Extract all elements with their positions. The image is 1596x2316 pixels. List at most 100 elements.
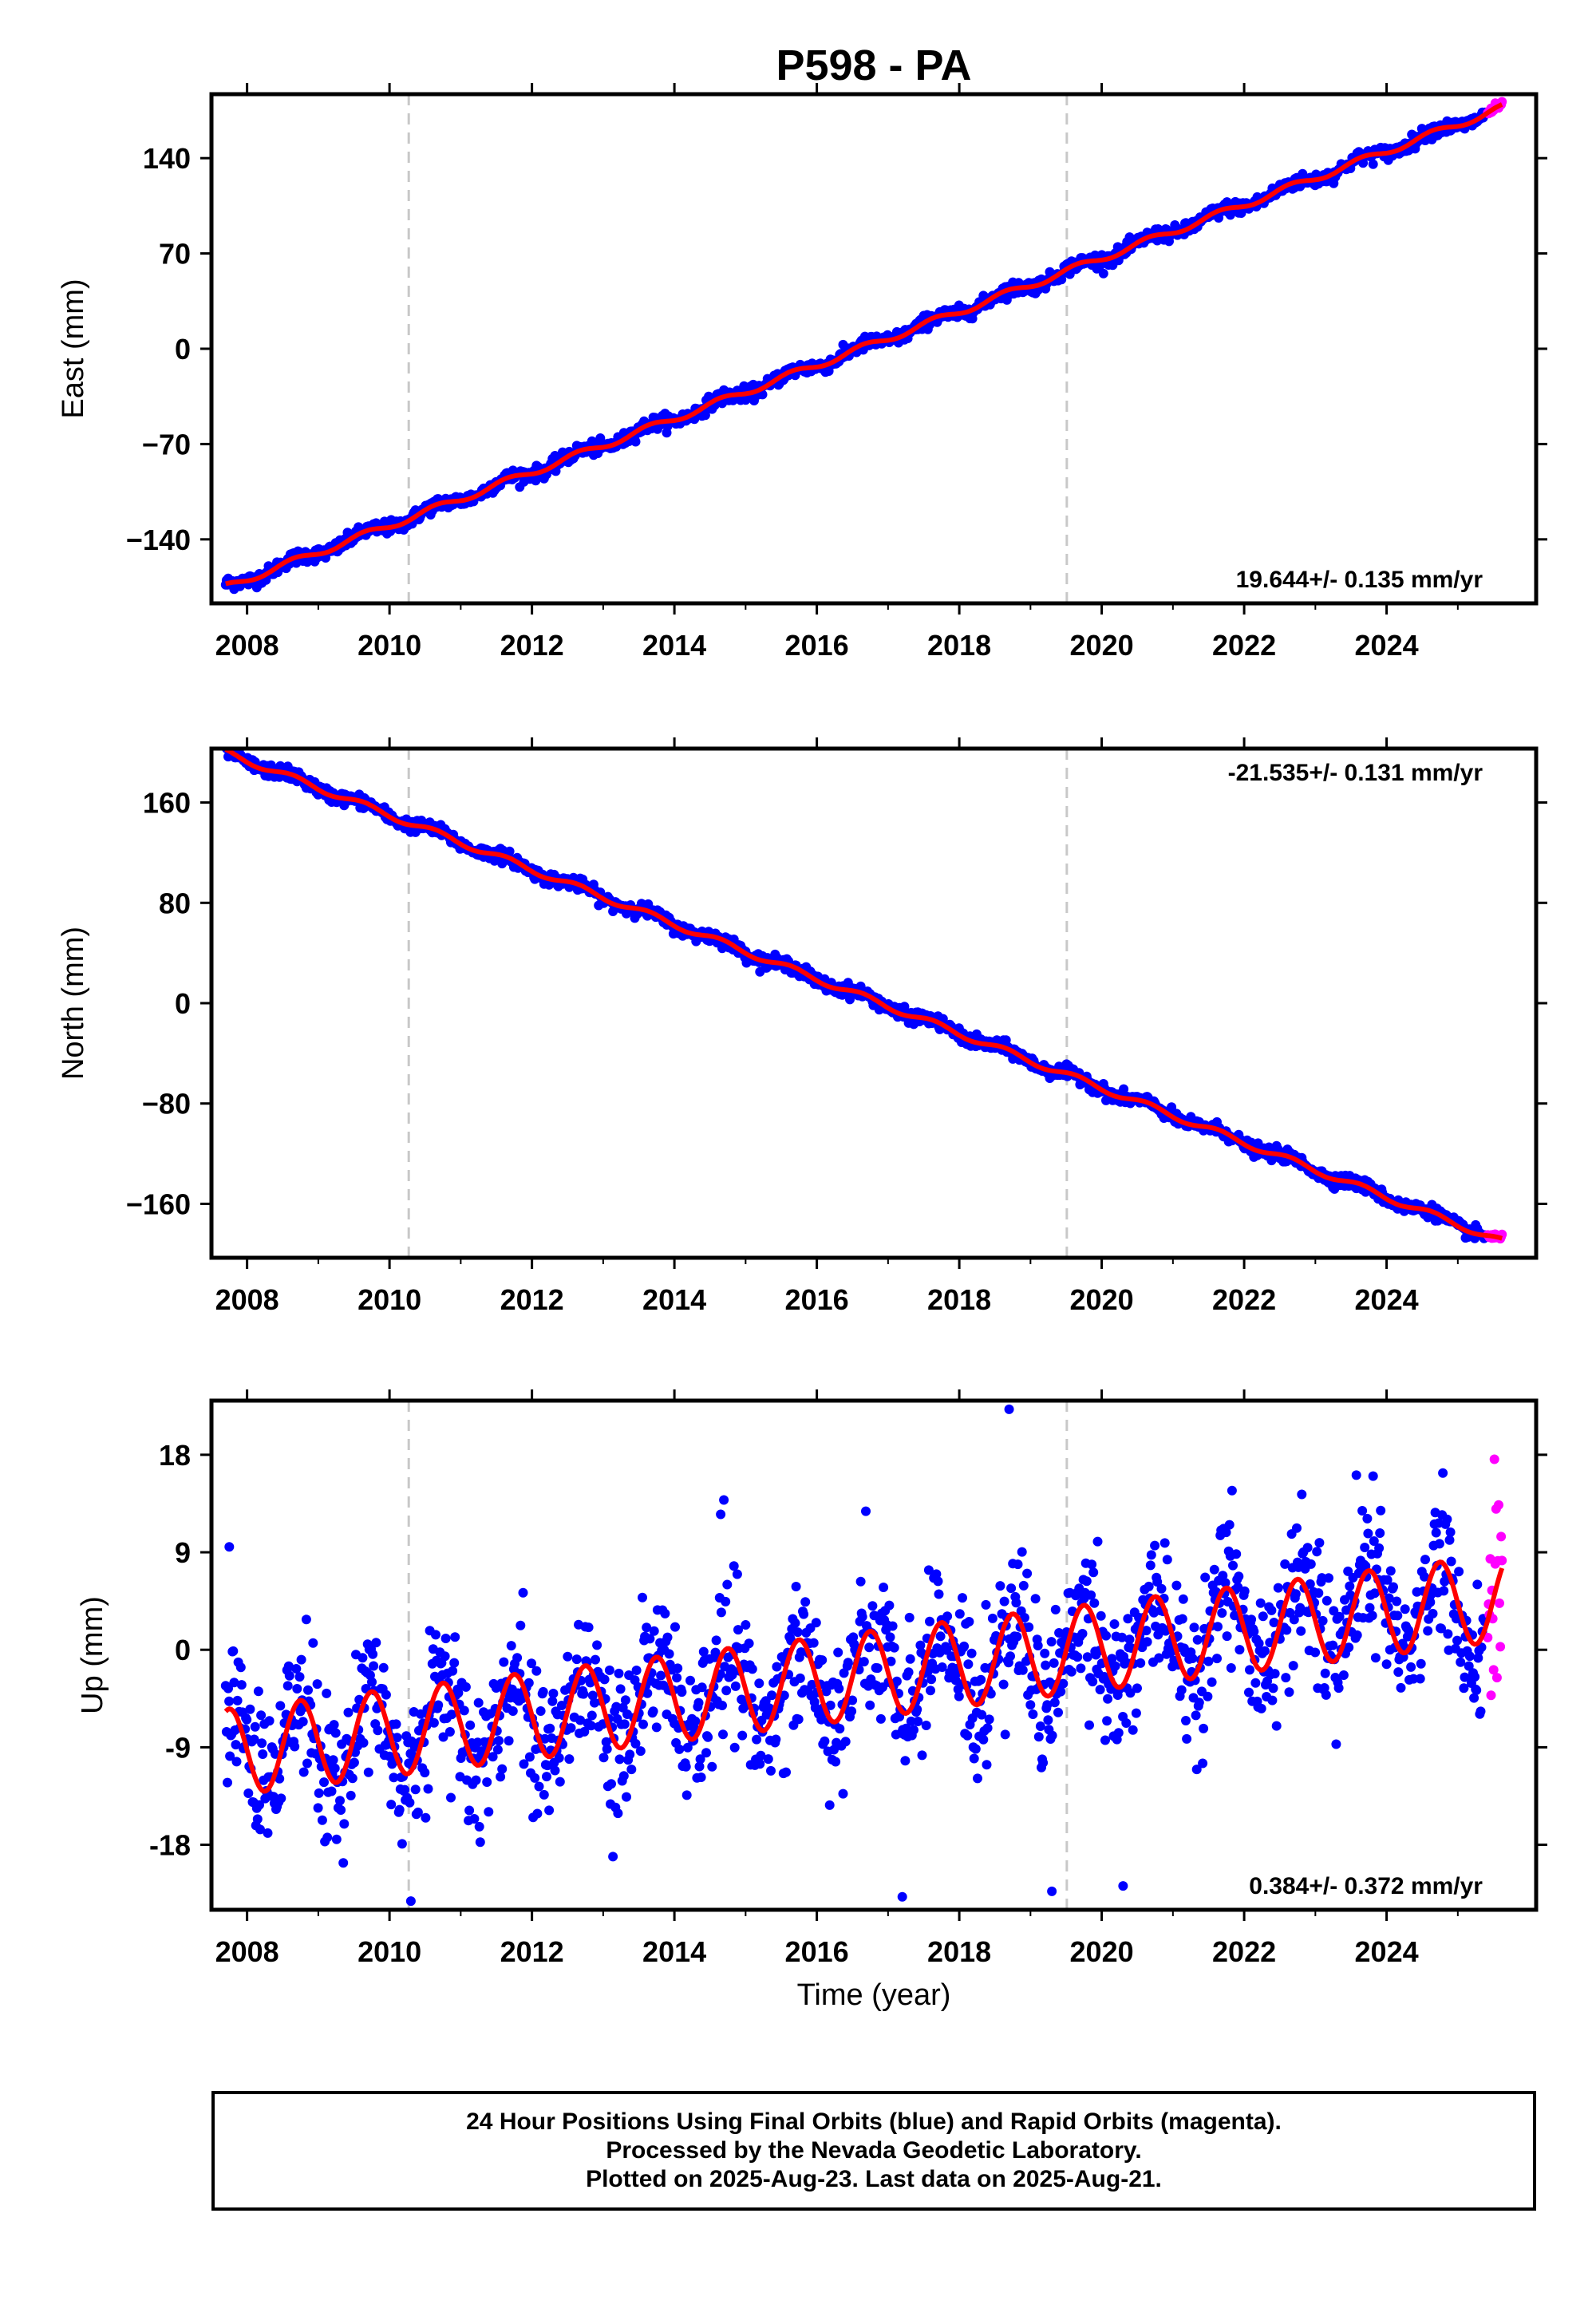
up-point (294, 1672, 305, 1682)
north-point (221, 738, 231, 748)
up-point (626, 1765, 637, 1775)
up-point (224, 1696, 235, 1706)
up-point (413, 1807, 423, 1817)
up-point (326, 1786, 337, 1796)
up-point (962, 1730, 973, 1741)
up-point (563, 1651, 573, 1662)
up-point (619, 1719, 630, 1729)
up-point (645, 1634, 655, 1644)
up-point (1092, 1536, 1103, 1547)
up-point (791, 1582, 801, 1591)
up-point (423, 1784, 433, 1794)
up-point (550, 1765, 560, 1776)
up-point (1096, 1611, 1106, 1621)
up-point (497, 1764, 508, 1774)
up-point (371, 1638, 381, 1648)
up-point (1472, 1685, 1482, 1695)
east-x-tick-label: 2018 (927, 629, 991, 662)
up-point (986, 1689, 996, 1699)
up-point (416, 1709, 426, 1719)
up-point (338, 1858, 349, 1868)
up-point (1088, 1567, 1099, 1578)
up-point (656, 1670, 666, 1681)
panel-north: 2008 2010 2012 2014 2016 2018 2020 2022 20241608… (57, 737, 1547, 1316)
up-point (1442, 1514, 1452, 1524)
up-point (1006, 1583, 1017, 1594)
up-point (482, 1777, 492, 1787)
up-point (245, 1704, 255, 1714)
up-point (231, 1740, 241, 1750)
up-point (1087, 1559, 1097, 1570)
up-point (1000, 1729, 1010, 1740)
up-point (954, 1691, 964, 1701)
up-point (1047, 1730, 1057, 1741)
up-point (249, 1734, 259, 1745)
up-point (255, 1824, 265, 1835)
up-point (308, 1638, 318, 1648)
up-point (630, 1738, 641, 1749)
up-point (1369, 1588, 1380, 1599)
up-point (772, 1662, 782, 1672)
up-point (386, 1800, 397, 1810)
north-x-tick-label: 2008 (215, 1283, 279, 1316)
up-outlier-point (224, 1542, 235, 1552)
up-point (601, 1737, 611, 1747)
up-point (527, 1658, 536, 1669)
up-point (1289, 1614, 1299, 1625)
up-point (722, 1579, 733, 1590)
up-point (1345, 1581, 1355, 1591)
up-point (579, 1726, 590, 1737)
up-point (976, 1674, 986, 1685)
up-point (867, 1601, 878, 1611)
up-point (1011, 1598, 1021, 1608)
up-point (622, 1792, 631, 1802)
up-point (405, 1797, 415, 1808)
up-point (257, 1738, 267, 1749)
up-point (707, 1761, 717, 1772)
up-point (1189, 1622, 1199, 1633)
up-point (1273, 1583, 1283, 1593)
up-point (793, 1714, 804, 1725)
up-point (1226, 1663, 1236, 1673)
up-point (1365, 1603, 1375, 1613)
up-point (1324, 1573, 1333, 1583)
up-point (504, 1736, 514, 1746)
up-point (446, 1792, 456, 1803)
up-point (331, 1834, 342, 1844)
up-point (604, 1665, 614, 1675)
up-point (954, 1609, 965, 1619)
up-point (314, 1788, 324, 1798)
up-point (296, 1654, 306, 1665)
up-point (682, 1742, 693, 1753)
up-point (864, 1642, 875, 1653)
up-point (322, 1832, 333, 1843)
up-point (1249, 1626, 1259, 1637)
up-point (1123, 1614, 1133, 1624)
up-point (891, 1676, 902, 1686)
up-point (530, 1773, 540, 1783)
up-point (1018, 1580, 1029, 1591)
up-point (1022, 1568, 1033, 1579)
up-point (1128, 1725, 1138, 1735)
up-point (583, 1622, 594, 1633)
up-y-axis-label: Up (mm) (76, 1596, 109, 1714)
up-point (906, 1716, 916, 1726)
up-point (1454, 1567, 1464, 1577)
up-point (729, 1561, 739, 1571)
up-point (346, 1790, 356, 1800)
up-point (369, 1661, 379, 1671)
up-point (833, 1647, 843, 1658)
up-point (915, 1640, 926, 1650)
up-model-line (223, 1559, 1505, 1794)
up-point (730, 1681, 741, 1691)
up-point (1438, 1468, 1448, 1478)
up-point (1019, 1613, 1029, 1622)
up-point (614, 1668, 624, 1678)
up-point (292, 1684, 302, 1694)
up-point (685, 1675, 695, 1686)
up-point (303, 1685, 313, 1695)
north-y-tick-label: 0 (175, 987, 191, 1020)
up-point (1239, 1586, 1250, 1596)
up-point (512, 1653, 523, 1663)
up-point (1121, 1718, 1132, 1728)
